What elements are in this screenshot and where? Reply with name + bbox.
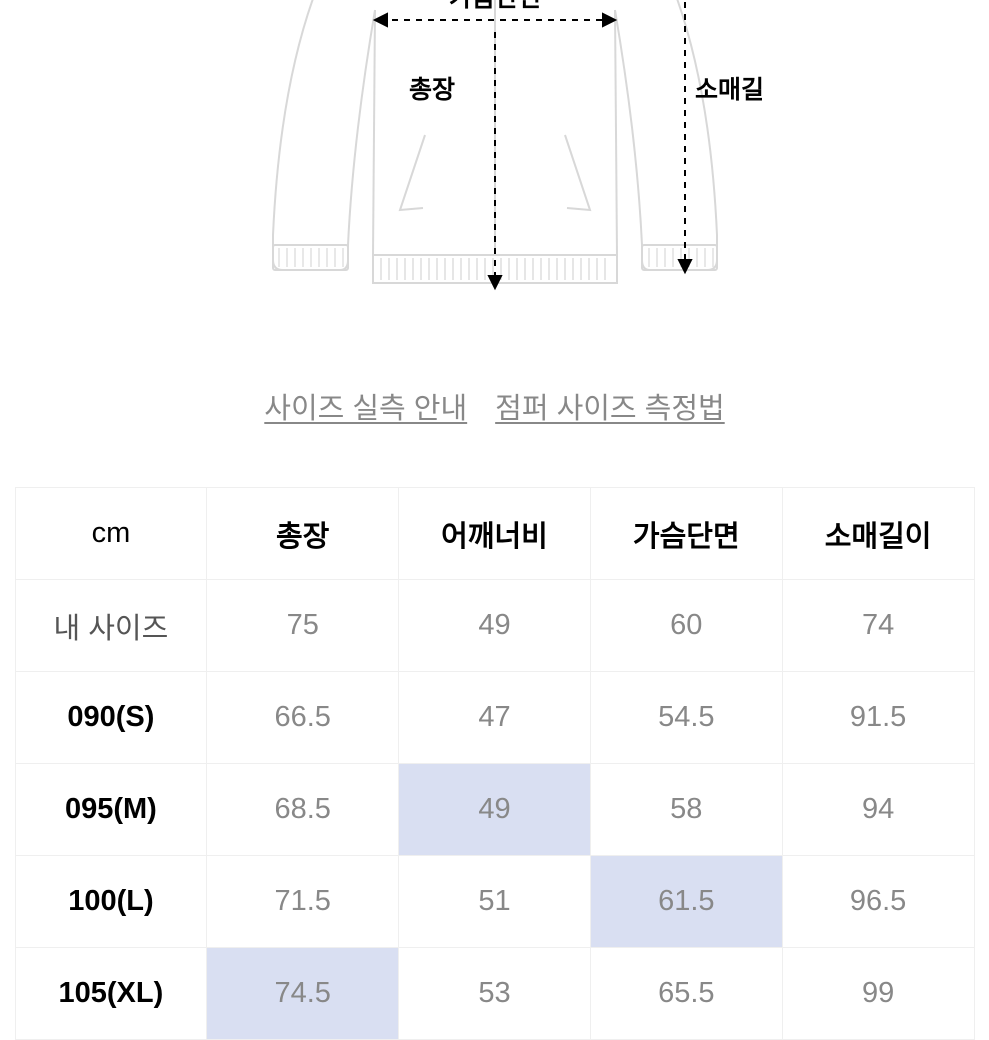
table-row: 내 사이즈75496074 <box>15 580 974 672</box>
table-col-header: 소매길이 <box>782 488 974 580</box>
table-row-label: 095(M) <box>15 764 207 856</box>
table-row-label: 내 사이즈 <box>15 580 207 672</box>
table-cell: 99 <box>782 948 974 1040</box>
diagram-length-label: 총장 <box>408 76 454 104</box>
table-cell: 96.5 <box>782 856 974 948</box>
jacket-diagram-svg: 가슴단면 총장 소매길이 <box>225 0 765 330</box>
table-col-header: 총장 <box>207 488 399 580</box>
table-row-label: 100(L) <box>15 856 207 948</box>
table-cell: 54.5 <box>590 672 782 764</box>
table-cell: 47 <box>399 672 591 764</box>
table-row: 100(L)71.55161.596.5 <box>15 856 974 948</box>
size-guide-link[interactable]: 사이즈 실측 안내 <box>264 385 467 427</box>
table-cell: 53 <box>399 948 591 1040</box>
diagram-sleeve-label: 소매길이 <box>695 76 765 104</box>
table-row: 090(S)66.54754.591.5 <box>15 672 974 764</box>
guide-links: 사이즈 실측 안내 점퍼 사이즈 측정법 <box>264 385 724 427</box>
table-cell: 65.5 <box>590 948 782 1040</box>
table-cell: 49 <box>399 580 591 672</box>
table-col-header: 가슴단면 <box>590 488 782 580</box>
table-header-row: cm 총장 어깨너비 가슴단면 소매길이 <box>15 488 974 580</box>
table-row-label: 090(S) <box>15 672 207 764</box>
size-table: cm 총장 어깨너비 가슴단면 소매길이 내 사이즈75496074090(S)… <box>15 487 975 1040</box>
table-col-header: 어깨너비 <box>399 488 591 580</box>
table-unit-header: cm <box>15 488 207 580</box>
size-table-container: cm 총장 어깨너비 가슴단면 소매길이 내 사이즈75496074090(S)… <box>15 487 975 1040</box>
table-cell: 68.5 <box>207 764 399 856</box>
table-row-label: 105(XL) <box>15 948 207 1040</box>
table-cell: 75 <box>207 580 399 672</box>
table-cell: 74.5 <box>207 948 399 1040</box>
table-cell: 66.5 <box>207 672 399 764</box>
measure-guide-link[interactable]: 점퍼 사이즈 측정법 <box>495 385 725 427</box>
table-row: 095(M)68.5495894 <box>15 764 974 856</box>
table-cell: 94 <box>782 764 974 856</box>
table-cell: 61.5 <box>590 856 782 948</box>
table-row: 105(XL)74.55365.599 <box>15 948 974 1040</box>
table-cell: 49 <box>399 764 591 856</box>
table-cell: 60 <box>590 580 782 672</box>
table-cell: 91.5 <box>782 672 974 764</box>
table-cell: 71.5 <box>207 856 399 948</box>
size-diagram: 가슴단면 총장 소매길이 <box>0 0 989 330</box>
diagram-chest-label: 가슴단면 <box>448 0 540 12</box>
table-cell: 74 <box>782 580 974 672</box>
table-cell: 58 <box>590 764 782 856</box>
table-cell: 51 <box>399 856 591 948</box>
